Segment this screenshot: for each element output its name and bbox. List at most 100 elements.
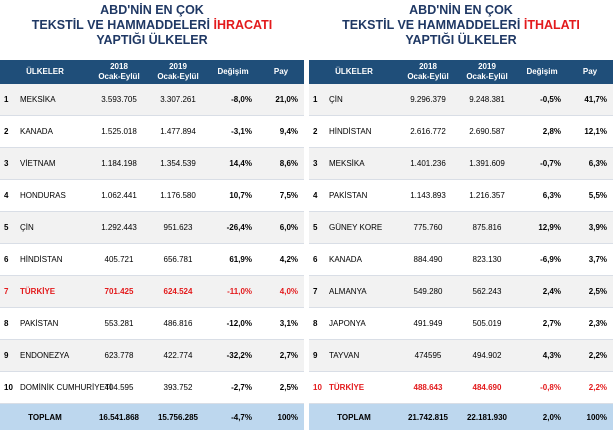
rank-cell: 1: [309, 84, 327, 116]
total-2018: 21.742.815: [399, 404, 457, 430]
value-2018-cell: 1.143.893: [399, 180, 457, 212]
total-row: TOPLAM 21.742.815 22.181.930 2,0% 100%: [309, 404, 613, 430]
total-change: 2,0%: [517, 404, 567, 430]
country-cell: TÜRKİYE: [18, 276, 90, 308]
export-panel: ABD'NİN EN ÇOK TEKSTİL VE HAMMADDELERİ İ…: [0, 0, 304, 416]
country-cell: HİNDİSTAN: [327, 116, 399, 148]
change-cell: -2,7%: [208, 372, 258, 404]
value-2019-cell: 1.391.609: [457, 148, 517, 180]
share-cell: 6,0%: [258, 212, 304, 244]
country-cell: HİNDİSTAN: [18, 244, 90, 276]
value-2019-cell: 2.690.587: [457, 116, 517, 148]
value-2019-cell: 823.130: [457, 244, 517, 276]
value-2019-cell: 422.774: [148, 340, 208, 372]
change-cell: -26,4%: [208, 212, 258, 244]
header-2019-period: Ocak-Eylül: [466, 72, 507, 81]
rank-cell: 3: [0, 148, 18, 180]
header-2018-period: Ocak-Eylül: [407, 72, 448, 81]
share-cell: 2,5%: [567, 276, 613, 308]
change-cell: 12,9%: [517, 212, 567, 244]
value-2019-cell: 484.690: [457, 372, 517, 404]
value-2018-cell: 1.292.443: [90, 212, 148, 244]
import-panel: ABD'NİN EN ÇOK TEKSTİL VE HAMMADDELERİ İ…: [309, 0, 613, 416]
share-cell: 4,2%: [258, 244, 304, 276]
country-cell: KANADA: [18, 116, 90, 148]
import-title: ABD'NİN EN ÇOK TEKSTİL VE HAMMADDELERİ İ…: [309, 0, 613, 60]
change-cell: -12,0%: [208, 308, 258, 340]
country-cell: ÇİN: [18, 212, 90, 244]
header-share: Pay: [567, 60, 613, 84]
share-cell: 6,3%: [567, 148, 613, 180]
value-2018-cell: 1.062.441: [90, 180, 148, 212]
header-2019-year: 2019: [169, 62, 187, 71]
change-cell: -0,7%: [517, 148, 567, 180]
share-cell: 5,5%: [567, 180, 613, 212]
page: ABD'NİN EN ÇOK TEKSTİL VE HAMMADDELERİ İ…: [0, 0, 613, 416]
country-cell: TÜRKİYE: [327, 372, 399, 404]
value-2018-cell: 701.425: [90, 276, 148, 308]
rank-cell: 5: [0, 212, 18, 244]
header-2018-year: 2018: [419, 62, 437, 71]
change-cell: -0,5%: [517, 84, 567, 116]
rank-cell: 6: [309, 244, 327, 276]
value-2019-cell: 624.524: [148, 276, 208, 308]
value-2019-cell: 1.216.357: [457, 180, 517, 212]
value-2018-cell: 775.760: [399, 212, 457, 244]
rank-cell: 10: [309, 372, 327, 404]
rank-cell: 2: [309, 116, 327, 148]
title-line-3: YAPTIĞI ÜLKELER: [309, 33, 613, 48]
country-cell: ÇİN: [327, 84, 399, 116]
country-cell: MEKSİKA: [327, 148, 399, 180]
rank-cell: 3: [309, 148, 327, 180]
value-2018-cell: 549.280: [399, 276, 457, 308]
title-line-2: TEKSTİL VE HAMMADDELERİ İHRACATI: [0, 18, 304, 33]
country-cell: PAKİSTAN: [18, 308, 90, 340]
value-2019-cell: 9.248.381: [457, 84, 517, 116]
title-line-3: YAPTIĞI ÜLKELER: [0, 33, 304, 48]
change-cell: -8,0%: [208, 84, 258, 116]
value-2018-cell: 623.778: [90, 340, 148, 372]
header-2019-period: Ocak-Eylül: [157, 72, 198, 81]
share-cell: 2,7%: [258, 340, 304, 372]
header-2018-period: Ocak-Eylül: [98, 72, 139, 81]
change-cell: -3,1%: [208, 116, 258, 148]
change-cell: 6,3%: [517, 180, 567, 212]
share-cell: 41,7%: [567, 84, 613, 116]
share-cell: 3,7%: [567, 244, 613, 276]
value-2018-cell: 1.401.236: [399, 148, 457, 180]
value-2019-cell: 1.176.580: [148, 180, 208, 212]
header-2019-year: 2019: [478, 62, 496, 71]
rank-cell: 6: [0, 244, 18, 276]
header-change: Değişim: [208, 60, 258, 84]
total-2019: 22.181.930: [457, 404, 517, 430]
country-cell: JAPONYA: [327, 308, 399, 340]
value-2019-cell: 656.781: [148, 244, 208, 276]
header-country: ÜLKELER: [0, 60, 90, 84]
total-share: 100%: [258, 404, 304, 430]
change-cell: 14,4%: [208, 148, 258, 180]
value-2019-cell: 494.902: [457, 340, 517, 372]
header-country: ÜLKELER: [309, 60, 399, 84]
country-cell: PAKİSTAN: [327, 180, 399, 212]
rank-cell: 4: [309, 180, 327, 212]
total-row: TOPLAM 16.541.868 15.756.285 -4,7% 100%: [0, 404, 304, 430]
share-cell: 3,1%: [258, 308, 304, 340]
total-2019: 15.756.285: [148, 404, 208, 430]
title-line-2-prefix: TEKSTİL VE HAMMADDELERİ: [342, 18, 524, 32]
value-2018-cell: 405.721: [90, 244, 148, 276]
country-cell: GÜNEY KORE: [327, 212, 399, 244]
change-cell: 4,3%: [517, 340, 567, 372]
share-cell: 2,5%: [258, 372, 304, 404]
